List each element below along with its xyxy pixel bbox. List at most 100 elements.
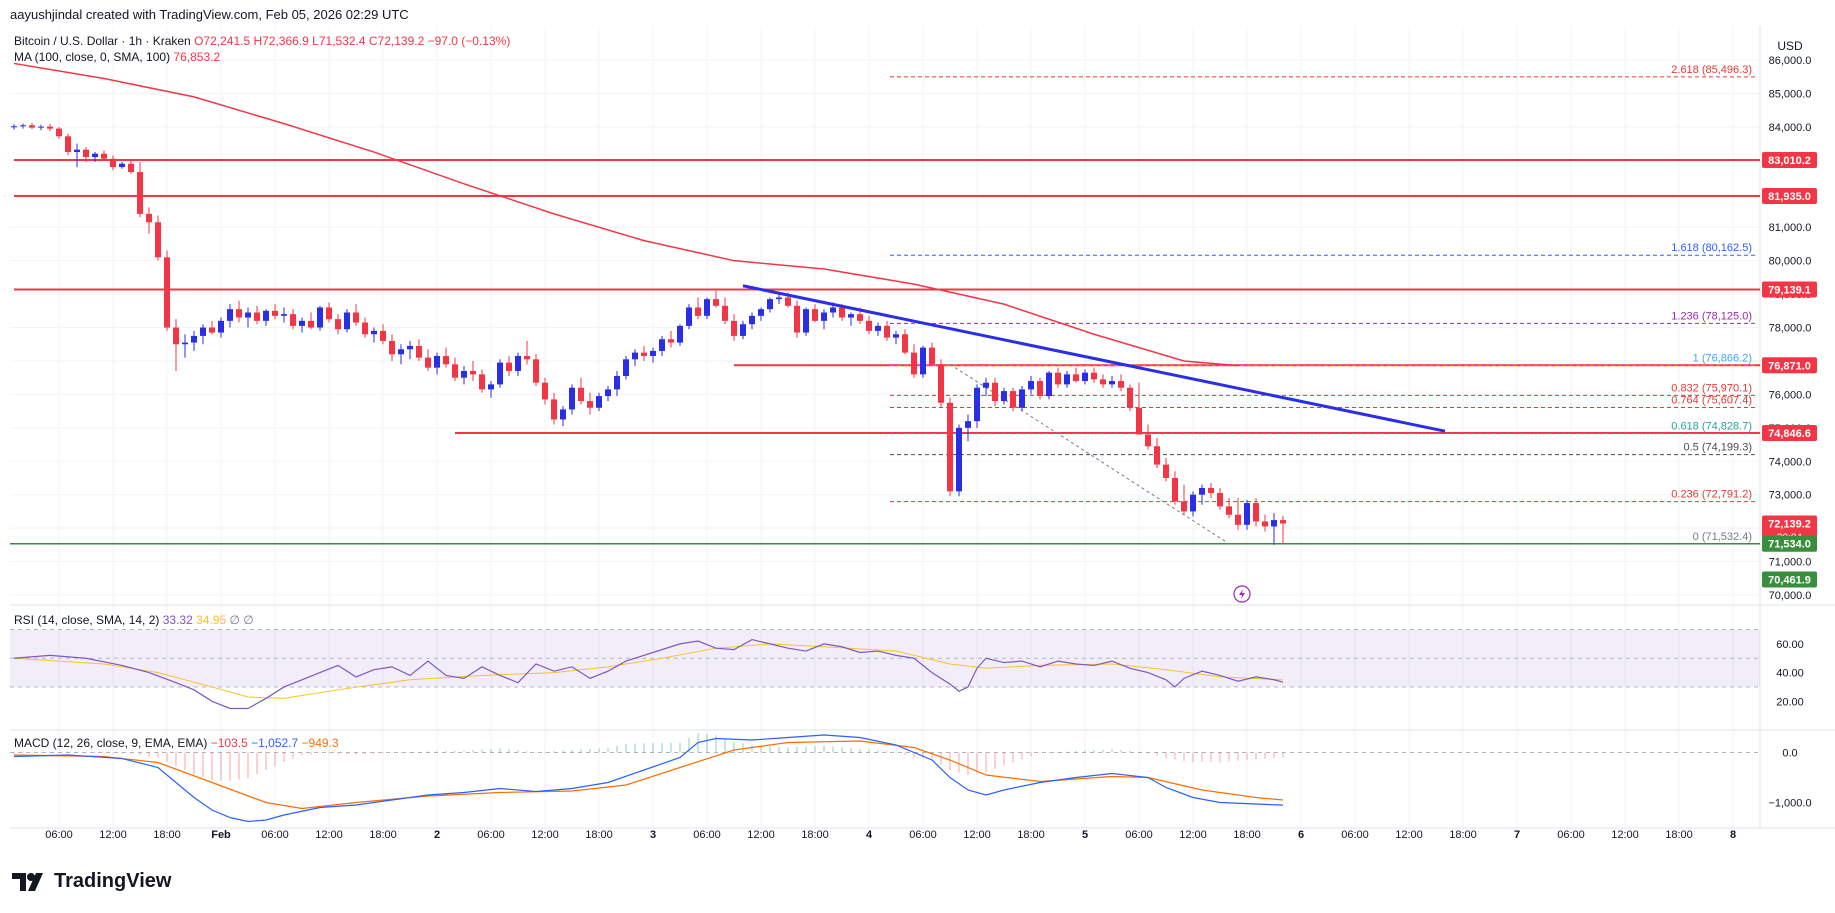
macd-histogram-bar	[904, 752, 906, 755]
candle-body-up	[515, 355, 521, 372]
macd-histogram-bar	[355, 752, 357, 755]
candle-body-up	[1019, 389, 1025, 408]
candle-body-up	[398, 349, 404, 355]
candle-body-up	[1028, 381, 1034, 390]
macd-histogram-bar	[976, 752, 978, 774]
candle-body-down	[713, 299, 719, 306]
candle-body-up	[704, 299, 710, 316]
macd-signal-line	[13, 740, 1284, 810]
price-tick-label: 71,000.0	[1769, 557, 1812, 569]
candle-body-up	[560, 409, 566, 420]
time-tick-label: 06:00	[693, 829, 721, 841]
macd-histogram-bar	[823, 745, 825, 753]
time-tick-label: 18:00	[1017, 829, 1045, 841]
candle-body-down	[389, 340, 395, 355]
level-price-tag: 79,139.1	[1768, 284, 1811, 296]
macd-histogram-bar	[481, 749, 483, 753]
macd-histogram-bar	[229, 752, 231, 781]
macd-histogram-bar	[1120, 750, 1122, 753]
time-tick-label: 06:00	[477, 829, 505, 841]
candle-body-up	[596, 396, 602, 408]
rsi-legend[interactable]: RSI (14, close, SMA, 14, 2) 33.32 34.95 …	[14, 613, 254, 627]
level-price-tag-bg	[1762, 152, 1817, 169]
tradingview-logo[interactable]: TradingView	[12, 870, 171, 893]
time-tick-label: 12:00	[315, 829, 343, 841]
candle-body-down	[164, 257, 170, 328]
candle-body-up	[38, 126, 44, 128]
fib-anchor-line	[949, 363, 1230, 545]
candle-body-down	[1100, 379, 1106, 385]
macd-histogram-bar	[85, 752, 87, 754]
macd-histogram-bar	[1183, 752, 1185, 761]
candles-series	[11, 122, 1286, 545]
candle-body-down	[1118, 381, 1124, 388]
candle-body-up	[614, 376, 620, 390]
candle-body-down	[1073, 374, 1079, 382]
macd-label: MACD (12, 26, close, 9, EMA, EMA)	[14, 736, 208, 750]
price-tick-label: 70,000.0	[1769, 590, 1812, 602]
macd-histogram-bar	[832, 746, 834, 753]
macd-histogram-bar	[508, 749, 510, 753]
candle-body-up	[893, 334, 899, 338]
macd-histogram-bar	[130, 752, 132, 754]
macd-histogram-bar	[634, 743, 636, 753]
candle-body-down	[146, 213, 152, 223]
candle-body-down	[236, 309, 242, 318]
sma100-line	[13, 62, 1239, 367]
macd-histogram-bar	[616, 745, 618, 753]
macd-histogram-bar	[391, 752, 393, 754]
axis-tag-label: 71,534.0	[1768, 539, 1811, 551]
time-axis: 06:00 12:00 18:00 Feb 06:00 12:00 18:00 2 06:00 1…	[45, 829, 1736, 841]
macd-histogram-bar	[436, 751, 438, 753]
macd-histogram-bar	[895, 752, 897, 754]
candle-body-down	[1208, 488, 1214, 494]
macd-histogram-bar	[1147, 752, 1149, 754]
macd-histogram-bar	[850, 748, 852, 753]
candle-body-up	[119, 163, 125, 168]
candle-body-up	[20, 125, 26, 127]
price-tick-label: 81,000.0	[1769, 222, 1812, 234]
candle-body-down	[785, 297, 791, 306]
markers	[1233, 585, 1251, 603]
candle-body-down	[668, 339, 674, 343]
macd-histogram-bar	[607, 748, 609, 753]
macd-histogram-bar	[445, 751, 447, 753]
macd-histogram-bar	[589, 749, 591, 753]
macd-histogram-bar	[967, 752, 969, 775]
candle-body-down	[812, 309, 818, 321]
candle-body-up	[317, 307, 323, 328]
macd-histogram-bar	[814, 746, 816, 753]
candle-body-up	[632, 352, 638, 360]
macd-histogram-bar	[499, 748, 501, 753]
candle-body-down	[1154, 446, 1160, 465]
macd-histogram-bar	[1219, 752, 1221, 763]
macd-histogram-bar	[688, 737, 690, 753]
candle-body-down	[272, 310, 278, 316]
level-price-tag-bg	[1762, 281, 1817, 298]
time-tick-label: 18:00	[585, 829, 613, 841]
time-tick-label: 18:00	[801, 829, 829, 841]
macd-legend[interactable]: MACD (12, 26, close, 9, EMA, EMA) −103.5…	[14, 736, 339, 750]
candle-body-down	[506, 362, 512, 372]
candle-body-up	[569, 387, 575, 410]
candle-body-down	[308, 320, 314, 328]
currency-button[interactable]: USD	[1777, 39, 1803, 53]
macd-histogram-bar	[1264, 752, 1266, 759]
candle-body-up	[461, 371, 467, 378]
candle-body-up	[920, 347, 926, 375]
macd-hist-value: −103.5	[210, 736, 248, 750]
macd-histogram-bar	[958, 752, 960, 773]
candle-body-up	[200, 327, 206, 336]
macd-histogram-bar	[778, 746, 780, 753]
ma-legend[interactable]: MA (100, close, 0, SMA, 100) 76,853.2	[14, 50, 220, 64]
time-tick-label: 12:00	[1611, 829, 1639, 841]
macd-histogram-bar	[1282, 752, 1284, 758]
macd-histogram-bar	[1057, 752, 1059, 754]
macd-histogram-bar	[535, 752, 537, 754]
macd-histogram-bar	[886, 751, 888, 753]
candle-body-down	[56, 128, 62, 137]
candle-body-down	[1037, 381, 1043, 397]
tradingview-logo-text: TradingView	[54, 870, 172, 892]
symbol-legend[interactable]: Bitcoin / U.S. Dollar · 1h · Kraken O72,…	[14, 34, 510, 48]
